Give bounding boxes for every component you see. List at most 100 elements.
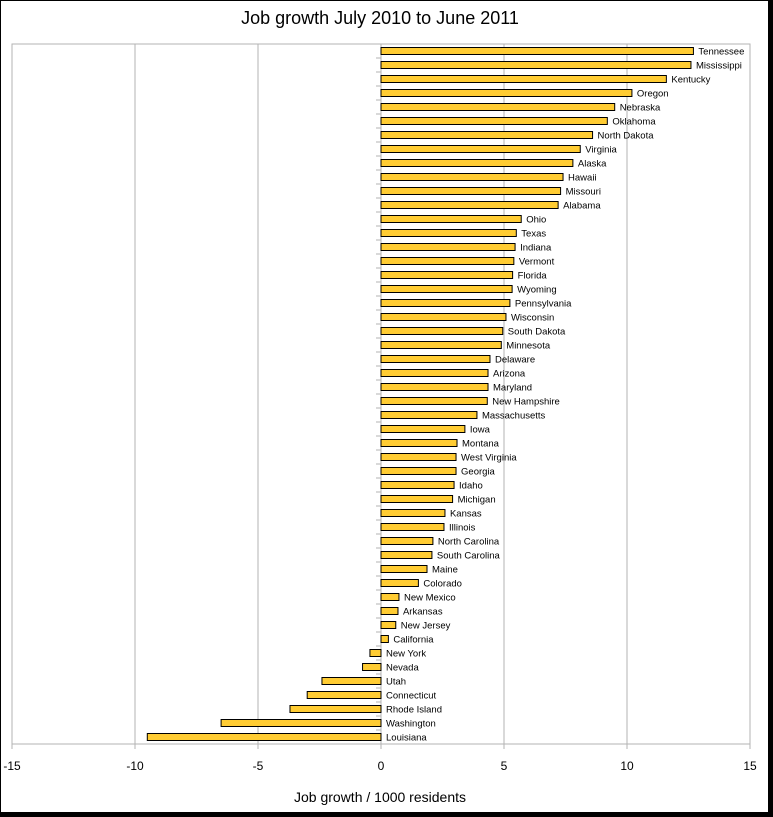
bar-label: Alaska (578, 159, 607, 170)
bar-label: Ohio (526, 215, 546, 226)
bar (380, 495, 454, 503)
bar (380, 187, 562, 195)
bar (380, 47, 694, 55)
bar-label: New Jersey (401, 621, 451, 632)
bar (380, 621, 397, 629)
bar-label: Mississippi (696, 61, 742, 72)
bar-label: Massachusetts (482, 411, 546, 422)
bar (380, 565, 428, 573)
bar-label: California (393, 635, 434, 646)
bar (380, 75, 667, 83)
bar (380, 355, 491, 363)
bar (380, 257, 515, 265)
bar (380, 327, 504, 335)
bar-label: Missouri (566, 187, 601, 198)
bar-label: Oregon (637, 89, 669, 100)
bar-label: Arkansas (403, 607, 443, 618)
bar-label: Delaware (495, 355, 535, 366)
bar-label: South Dakota (508, 327, 566, 338)
x-tick-label: 15 (743, 759, 757, 773)
bar (380, 481, 455, 489)
x-tick-label: 0 (378, 759, 385, 773)
bar (380, 397, 488, 405)
bar (380, 411, 478, 419)
bar (380, 453, 457, 461)
bar-label: West Virginia (461, 453, 517, 464)
bar-label: Wisconsin (511, 313, 554, 324)
bar-label: Tennessee (698, 47, 744, 58)
bar (362, 663, 382, 671)
bar-label: Kentucky (671, 75, 710, 86)
bar-label: Connecticut (386, 691, 437, 702)
bar (380, 383, 489, 391)
bar (380, 243, 516, 251)
x-axis-label: Job growth / 1000 residents (294, 789, 466, 805)
bar (380, 551, 433, 559)
bar (146, 733, 382, 741)
bar (380, 523, 445, 531)
bar (380, 593, 400, 601)
bar (289, 705, 382, 713)
bar (380, 271, 514, 279)
bar (380, 299, 511, 307)
bar (380, 131, 594, 139)
bar-label: Maryland (493, 383, 532, 394)
bar-label: Michigan (458, 495, 496, 506)
bar-label: Colorado (423, 579, 462, 590)
bar (380, 145, 581, 153)
bar-label: New Mexico (404, 593, 456, 604)
bar-label: Rhode Island (386, 705, 442, 716)
bar-label: Oklahoma (612, 117, 656, 128)
bar-label: New Hampshire (492, 397, 560, 408)
bar-label: Hawaii (568, 173, 597, 184)
bar-label: Maine (432, 565, 458, 576)
bar (380, 103, 616, 111)
bar-label: Nevada (386, 663, 419, 674)
x-tick-label: -5 (253, 759, 264, 773)
bar-label: Alabama (563, 201, 601, 212)
bar-label: Indiana (520, 243, 552, 254)
bar (380, 579, 419, 587)
bar-label: Utah (386, 677, 406, 688)
bar (321, 677, 382, 685)
bar (380, 89, 633, 97)
bar (380, 537, 434, 545)
bar-label: North Carolina (438, 537, 500, 548)
bar-label: Kansas (450, 509, 482, 520)
bar (380, 215, 522, 223)
bar (306, 691, 382, 699)
bar (380, 201, 559, 209)
bar-label: Nebraska (620, 103, 661, 114)
bar (380, 117, 608, 125)
bar-label: Illinois (449, 523, 476, 534)
bar-label: Iowa (470, 425, 491, 436)
bar (380, 285, 513, 293)
bar (380, 173, 564, 181)
bar-label: Montana (462, 439, 500, 450)
bar-label: Idaho (459, 481, 483, 492)
bar (380, 467, 457, 475)
bar (369, 649, 382, 657)
x-tick-label: -15 (3, 759, 21, 773)
bar-label: Wyoming (517, 285, 557, 296)
bar (380, 61, 692, 69)
bar (380, 369, 489, 377)
bar (380, 439, 458, 447)
x-tick-label: 5 (501, 759, 508, 773)
bar-label: Georgia (461, 467, 496, 478)
x-tick-label: 10 (620, 759, 634, 773)
bar (380, 635, 389, 643)
bar-label: Florida (518, 271, 548, 282)
chart-title: Job growth July 2010 to June 2011 (241, 8, 519, 28)
bar-label: Texas (521, 229, 546, 240)
bar (380, 607, 399, 615)
bar-label: North Dakota (598, 131, 655, 142)
bar (380, 425, 466, 433)
x-tick-label: -10 (126, 759, 144, 773)
bar-label: Arizona (493, 369, 526, 380)
bar (380, 509, 446, 517)
bar (220, 719, 382, 727)
bar-label: New York (386, 649, 426, 660)
bar-label: Minnesota (506, 341, 551, 352)
